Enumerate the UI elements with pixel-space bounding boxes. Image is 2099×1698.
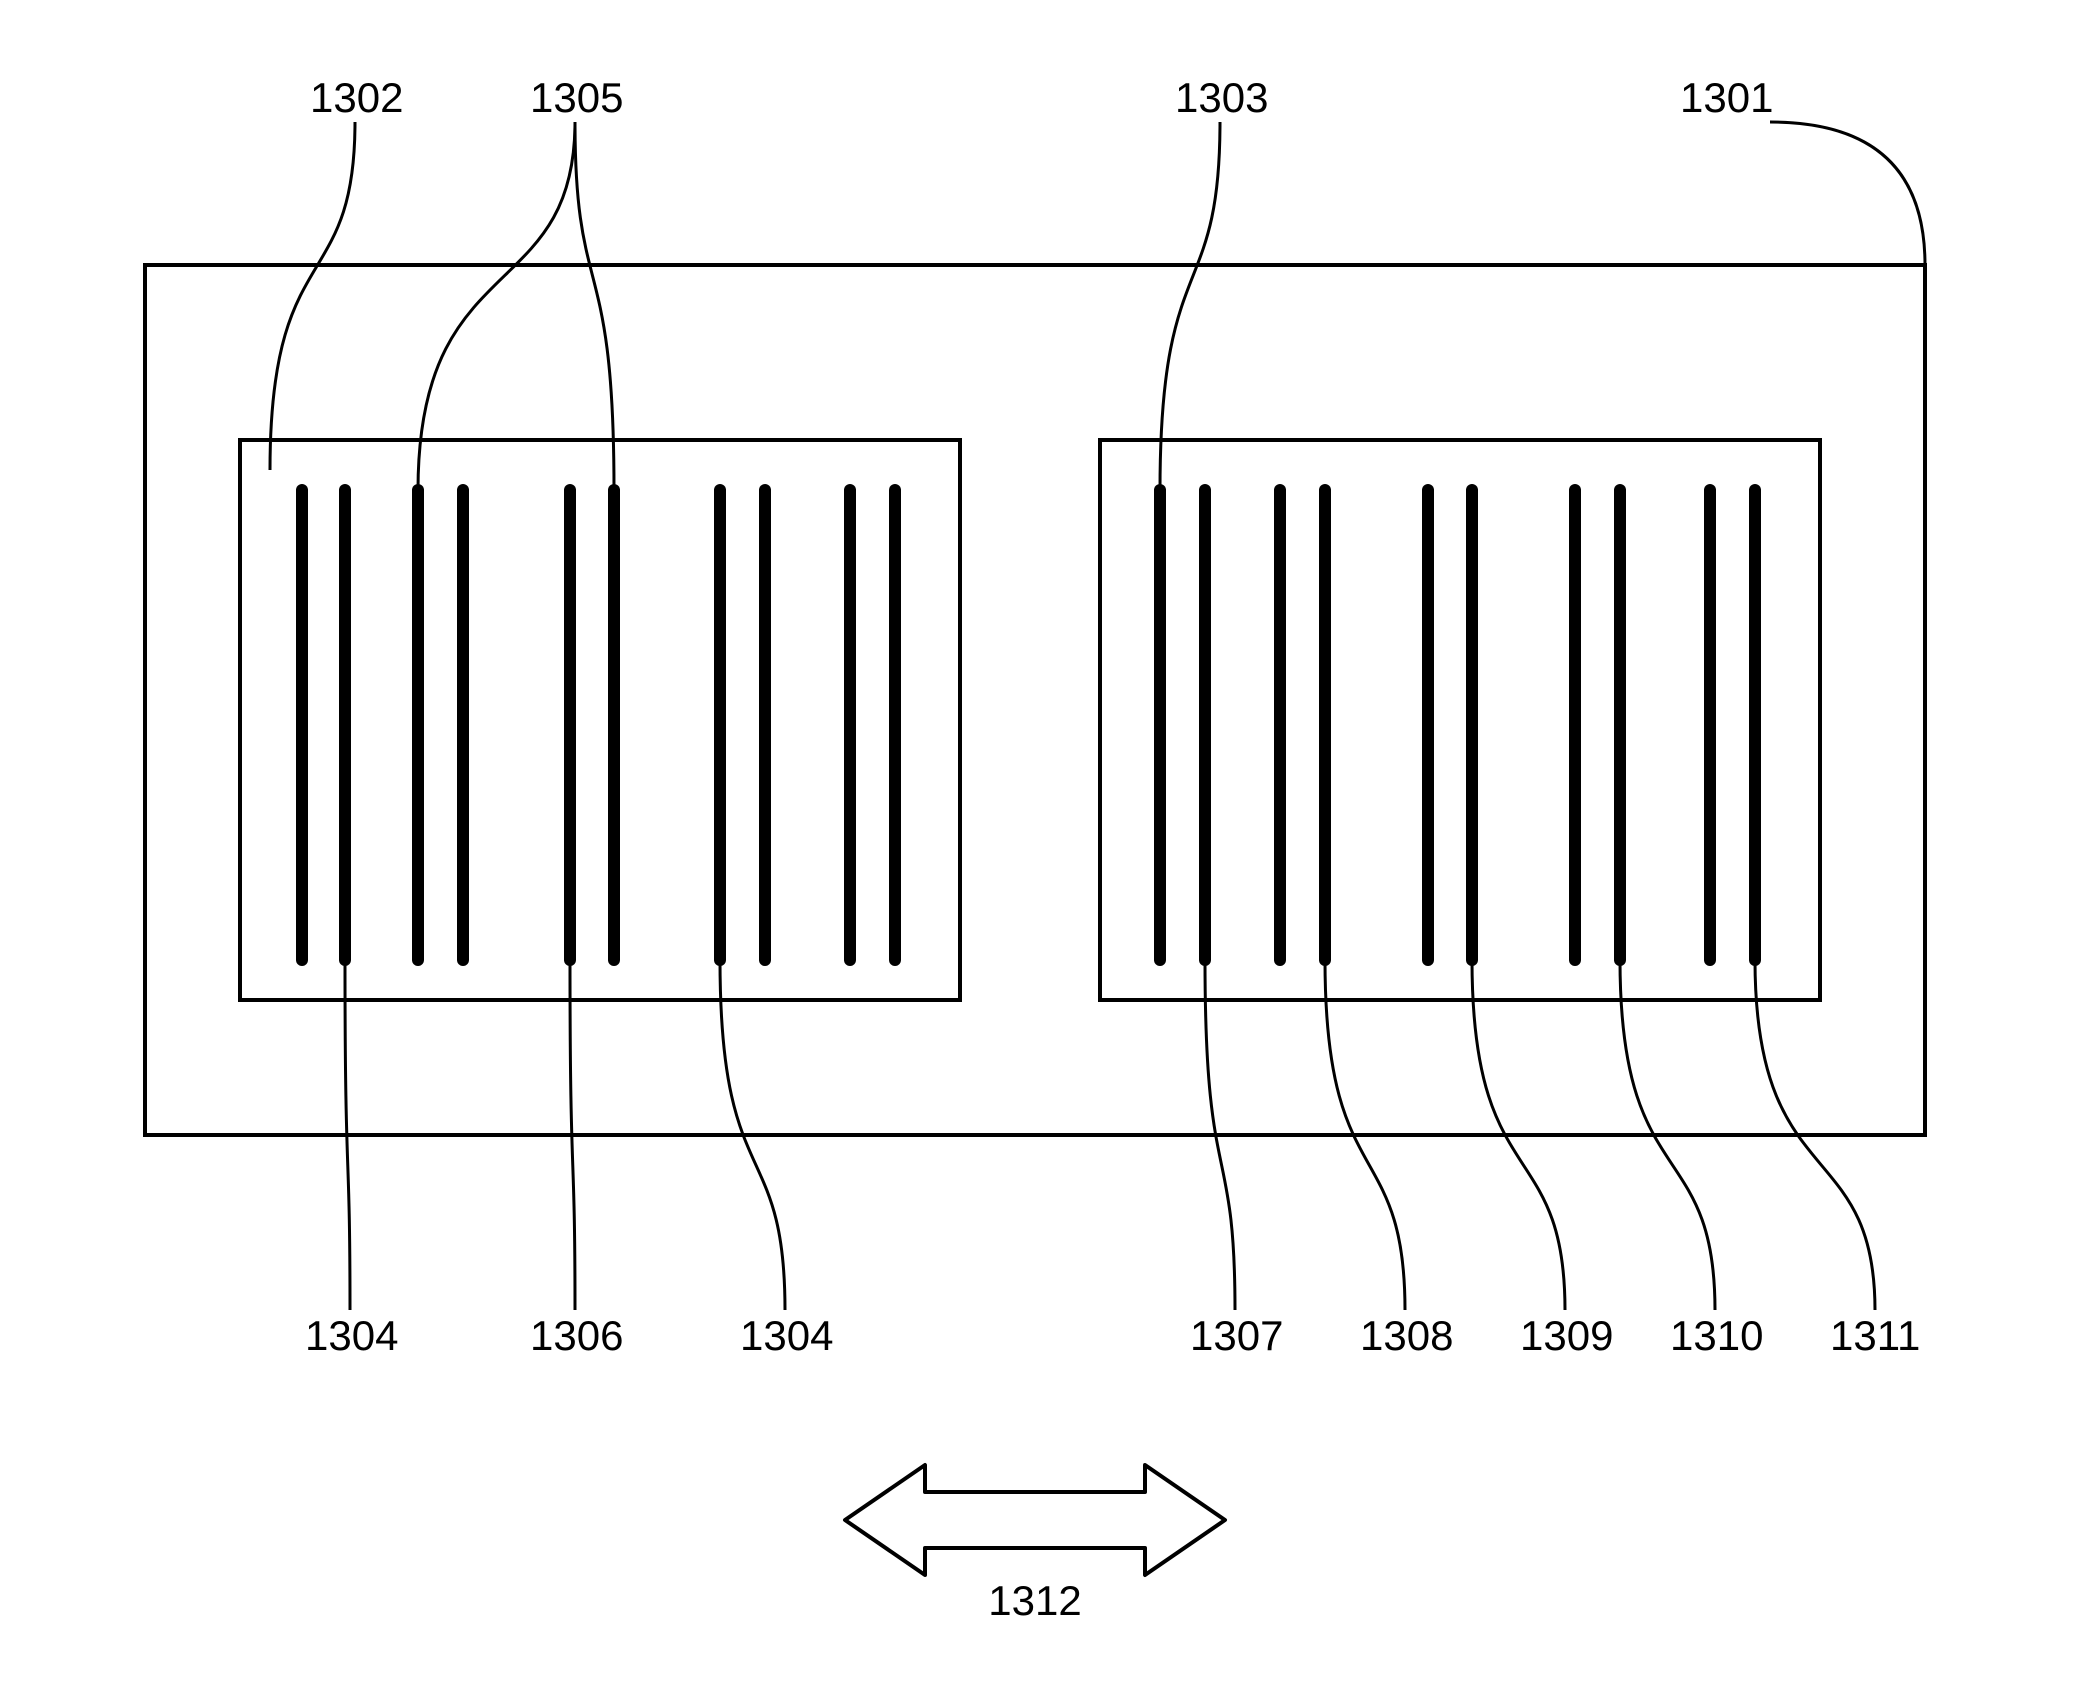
- leader-line: [1160, 122, 1220, 490]
- leader-line: [575, 122, 614, 490]
- ref-label-1301: 1301: [1680, 74, 1773, 121]
- ref-label-1303: 1303: [1175, 74, 1268, 121]
- ref-label-1304b: 1304: [740, 1312, 833, 1359]
- ref-label-1302: 1302: [310, 74, 403, 121]
- leader-line: [270, 122, 355, 470]
- direction-arrow-icon: [845, 1465, 1225, 1575]
- leader-line: [418, 122, 575, 490]
- ref-label-1304a: 1304: [305, 1312, 398, 1359]
- left-bars: [302, 490, 895, 960]
- ref-label-1311: 1311: [1830, 1312, 1920, 1359]
- ref-label-1308: 1308: [1360, 1312, 1453, 1359]
- ref-label-1307: 1307: [1190, 1312, 1283, 1359]
- ref-label-1305: 1305: [530, 74, 623, 121]
- right-bars: [1160, 490, 1755, 960]
- ref-label-1310: 1310: [1670, 1312, 1763, 1359]
- ref-label-1306: 1306: [530, 1312, 623, 1359]
- ref-label-1309: 1309: [1520, 1312, 1613, 1359]
- ref-label-1312: 1312: [988, 1577, 1081, 1624]
- leader-line: [1770, 122, 1925, 265]
